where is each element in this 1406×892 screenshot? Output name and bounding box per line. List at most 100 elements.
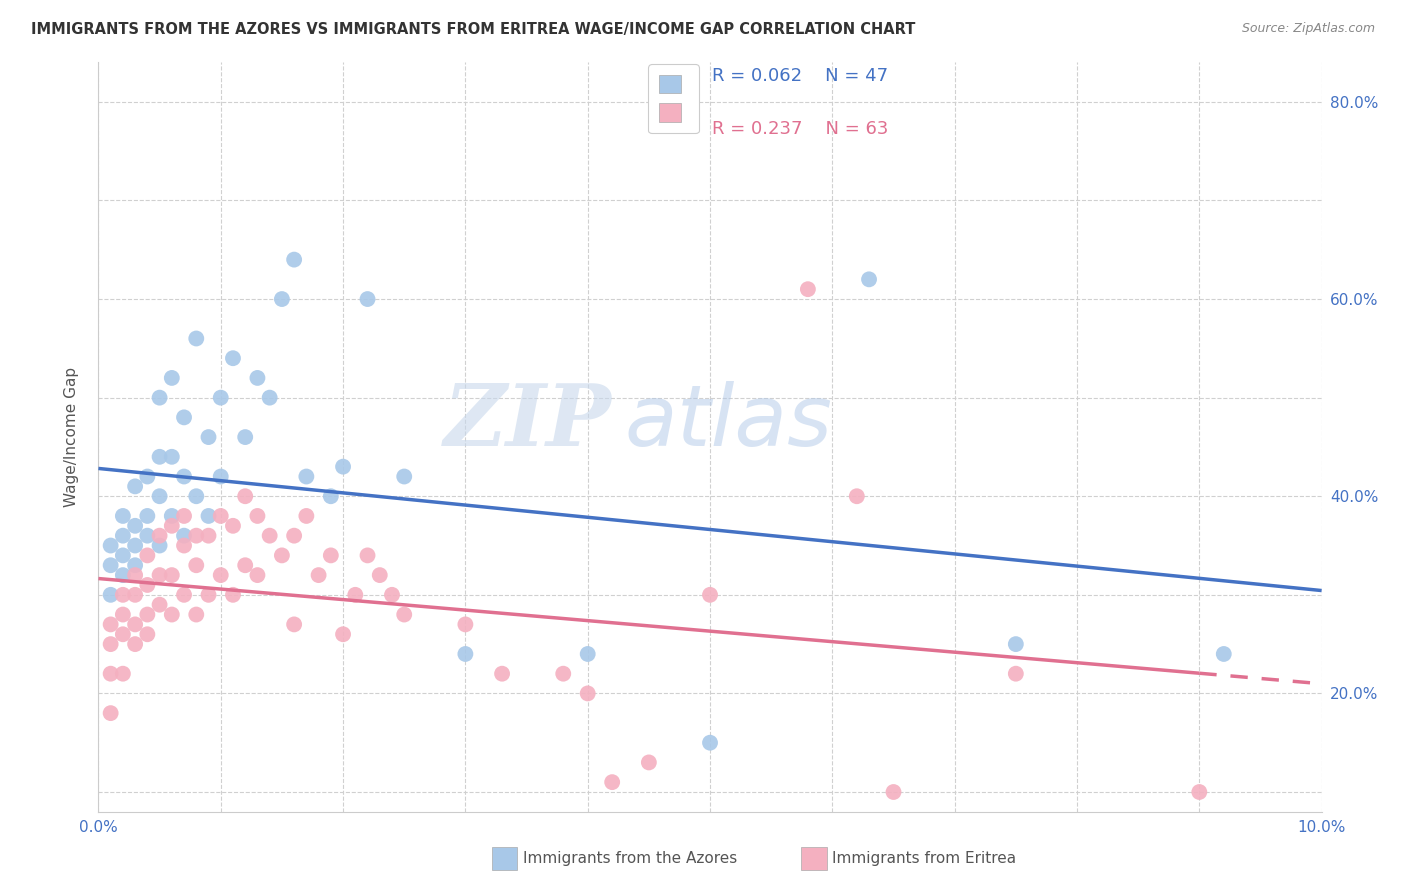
Point <box>124 539 146 553</box>
Point <box>149 489 172 503</box>
Point <box>491 666 513 681</box>
Point <box>209 568 232 582</box>
Point <box>392 469 416 483</box>
Point <box>246 568 269 582</box>
Point <box>100 558 122 573</box>
Point <box>283 617 305 632</box>
Text: IMMIGRANTS FROM THE AZORES VS IMMIGRANTS FROM ERITREA WAGE/INCOME GAP CORRELATIO: IMMIGRANTS FROM THE AZORES VS IMMIGRANTS… <box>31 22 915 37</box>
Point <box>136 578 159 592</box>
Legend: , : , <box>648 64 699 134</box>
Point <box>149 391 172 405</box>
Point <box>100 617 122 632</box>
Point <box>1212 647 1234 661</box>
Point <box>332 627 354 641</box>
Point <box>270 549 292 563</box>
Point <box>111 508 134 523</box>
Point <box>186 529 208 543</box>
Point <box>319 489 342 503</box>
Point <box>124 617 146 632</box>
Point <box>308 568 330 582</box>
Point <box>124 518 146 533</box>
Point <box>149 539 172 553</box>
Point <box>186 489 208 503</box>
Point <box>173 529 195 543</box>
Point <box>186 331 208 345</box>
Point <box>173 469 195 483</box>
Point <box>136 508 159 523</box>
Point <box>197 508 219 523</box>
Point <box>368 568 391 582</box>
Point <box>246 508 269 523</box>
Point <box>160 371 183 385</box>
Point <box>637 756 661 770</box>
Point <box>100 666 122 681</box>
Point <box>124 588 146 602</box>
Point <box>1004 666 1026 681</box>
Point <box>100 637 122 651</box>
Point <box>197 588 219 602</box>
Point <box>111 549 134 563</box>
Point <box>111 627 134 641</box>
Y-axis label: Wage/Income Gap: Wage/Income Gap <box>65 367 79 508</box>
Point <box>699 588 721 602</box>
Point <box>259 391 281 405</box>
Point <box>186 607 208 622</box>
Point <box>100 706 122 720</box>
Point <box>173 508 195 523</box>
Point <box>392 607 416 622</box>
Point <box>553 666 575 681</box>
Point <box>173 588 195 602</box>
Point <box>173 410 195 425</box>
Point <box>222 518 245 533</box>
Point <box>209 391 232 405</box>
Point <box>111 529 134 543</box>
Point <box>283 529 305 543</box>
Point <box>149 450 172 464</box>
Point <box>160 568 183 582</box>
Point <box>149 568 172 582</box>
Point <box>136 627 159 641</box>
Point <box>283 252 305 267</box>
Point <box>270 292 292 306</box>
Point <box>160 508 183 523</box>
Point <box>173 539 195 553</box>
Point <box>454 647 477 661</box>
Point <box>233 558 256 573</box>
Point <box>186 558 208 573</box>
Point <box>209 469 232 483</box>
Point <box>576 647 599 661</box>
Point <box>149 529 172 543</box>
Point <box>356 549 378 563</box>
Point <box>600 775 623 789</box>
Point <box>160 607 183 622</box>
Point <box>149 598 172 612</box>
Point <box>136 469 159 483</box>
Point <box>381 588 404 602</box>
Point <box>1004 637 1026 651</box>
Text: R = 0.062    N = 47: R = 0.062 N = 47 <box>713 68 889 86</box>
Text: Source: ZipAtlas.com: Source: ZipAtlas.com <box>1241 22 1375 36</box>
Point <box>319 549 342 563</box>
Point <box>222 351 245 366</box>
Point <box>136 607 159 622</box>
Point <box>233 430 256 444</box>
Text: R = 0.237    N = 63: R = 0.237 N = 63 <box>713 120 889 138</box>
Point <box>197 430 219 444</box>
Point <box>111 607 134 622</box>
Point <box>124 479 146 493</box>
Point <box>111 588 134 602</box>
Point <box>160 518 183 533</box>
Point <box>356 292 378 306</box>
Point <box>699 736 721 750</box>
Point <box>259 529 281 543</box>
Point <box>332 459 354 474</box>
Point <box>160 450 183 464</box>
Text: atlas: atlas <box>624 381 832 464</box>
Point <box>100 539 122 553</box>
Point <box>124 637 146 651</box>
Point <box>111 666 134 681</box>
Point <box>111 568 134 582</box>
Point <box>222 588 245 602</box>
Point <box>246 371 269 385</box>
Point <box>100 588 122 602</box>
